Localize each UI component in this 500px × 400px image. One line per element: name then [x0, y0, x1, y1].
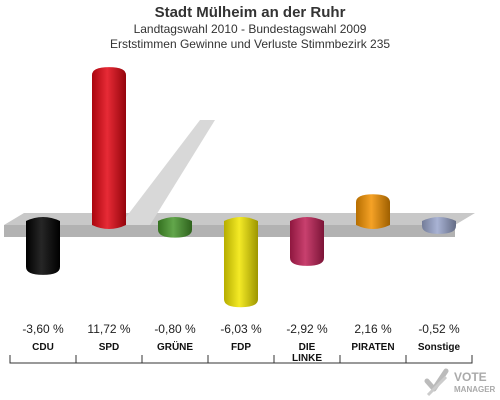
checkmark-icon [424, 368, 449, 397]
category-label: LINKE [292, 353, 322, 364]
category-label: CDU [32, 342, 54, 353]
chart-title: Stadt Mülheim an der Ruhr [154, 4, 346, 21]
value-label: -0,52 % [418, 322, 460, 336]
category-bracket [207, 355, 275, 364]
chart-subtitle-district: Erststimmen Gewinne und Verluste Stimmbe… [109, 37, 391, 51]
value-label: -0,80 % [154, 322, 196, 336]
value-label: -6,03 % [220, 322, 262, 336]
category-label: DIE [299, 342, 316, 353]
value-label: 11,72 % [87, 322, 130, 336]
category-label: GRÜNE [157, 340, 193, 353]
watermark-line2: MANAGER [454, 385, 496, 394]
category-label: Sonstige [418, 342, 461, 353]
value-label: 2,16 % [354, 322, 392, 336]
watermark-line1: VOTE [454, 370, 487, 384]
category-label: SPD [99, 342, 120, 353]
category-bracket [9, 355, 77, 364]
category-bracket [75, 355, 143, 364]
bar-spd [92, 67, 126, 230]
category-bracket [141, 355, 209, 364]
bar-gr-ne [158, 217, 192, 238]
bar-die-linke [290, 217, 324, 266]
value-label: -2,92 % [286, 322, 328, 336]
category-bracket [405, 355, 473, 364]
category-bracket [339, 355, 407, 364]
bar-sonstige [422, 217, 456, 234]
category-label: PIRATEN [351, 342, 394, 353]
value-label: -3,60 % [22, 322, 64, 336]
category-label: FDP [231, 342, 251, 353]
votemanager-logo: VOTE MANAGER [424, 368, 496, 397]
chart-subtitle-election: Landtagswahl 2010 - Bundestagswahl 2009 [133, 22, 367, 36]
bar-piraten [356, 194, 390, 229]
bar-fdp [224, 217, 258, 308]
backdrop-shadow [120, 120, 215, 225]
bar-cdu [26, 217, 60, 275]
chart-header: Stadt Mülheim an der Ruhr Landtagswahl 2… [0, 0, 500, 52]
